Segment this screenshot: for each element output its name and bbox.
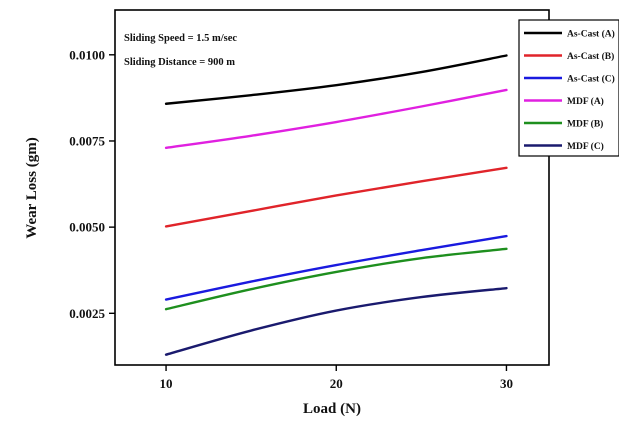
annotation-sliding-distance: Sliding Distance = 900 m [124,57,235,68]
series-line-as-cast-a [164,54,508,105]
plot-frame [114,9,550,366]
legend: As-Cast (A) As-Cast (B) As-Cast (C) MDF (A)… [518,19,619,157]
y-axis-title: Wear Loss (gm) [24,137,40,238]
series-line-mdf-a [164,88,508,150]
legend-label-as-cast-a: As-Cast (A) [567,29,615,40]
y-tick-label: 0.0050 [69,220,105,235]
x-axis-title: Load (N) [303,401,361,417]
y-tick-label: 0.0025 [69,306,105,321]
annotation-sliding-speed: Sliding Speed = 1.5 m/sec [124,33,237,44]
series-line-mdf-b [164,247,508,311]
y-tick-label: 0.0100 [69,47,105,62]
x-tick-label: 30 [500,376,513,391]
legend-label-mdf-b: MDF (B) [567,119,603,130]
series-line-mdf-c [164,286,508,356]
series-line-as-cast-c [164,234,508,301]
x-tick-label: 10 [160,376,173,391]
y-tick-label: 0.0075 [69,133,105,148]
x-axis-ticks: 10 20 30 [160,365,513,391]
legend-label-as-cast-c: As-Cast (C) [567,74,615,85]
series-lines [164,54,508,356]
x-tick-label: 20 [330,376,343,391]
legend-label-as-cast-b: As-Cast (B) [567,51,614,62]
legend-box [518,19,619,157]
legend-label-mdf-a: MDF (A) [567,96,604,107]
legend-label-mdf-c: MDF (C) [567,141,604,152]
y-axis-ticks: 0.0025 0.0050 0.0075 0.0100 [69,47,115,321]
series-line-as-cast-b [164,166,508,228]
